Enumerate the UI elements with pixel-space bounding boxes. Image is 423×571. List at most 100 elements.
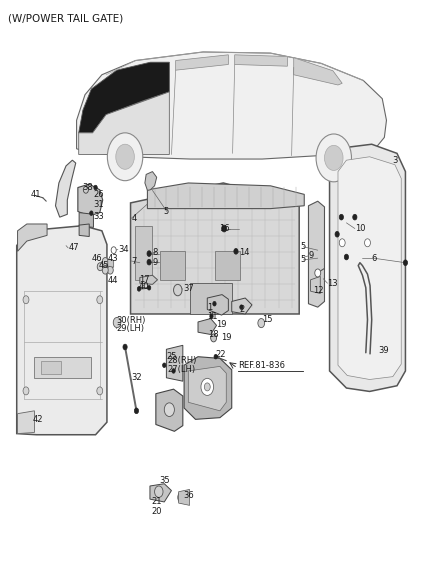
Text: 45: 45 — [99, 261, 109, 270]
Circle shape — [315, 269, 321, 277]
Text: 40: 40 — [139, 282, 149, 291]
Text: 20: 20 — [151, 506, 162, 516]
Polygon shape — [235, 55, 287, 66]
Polygon shape — [188, 367, 226, 411]
Polygon shape — [150, 484, 171, 502]
Text: 39: 39 — [378, 346, 389, 355]
Text: 14: 14 — [239, 248, 250, 257]
Text: 9: 9 — [308, 251, 314, 260]
Polygon shape — [176, 55, 228, 70]
Text: 44: 44 — [107, 276, 118, 285]
Circle shape — [222, 225, 227, 232]
Text: 42: 42 — [32, 416, 43, 424]
Text: 3: 3 — [393, 156, 398, 164]
Circle shape — [211, 334, 217, 342]
Circle shape — [162, 363, 166, 368]
Polygon shape — [160, 251, 185, 280]
Circle shape — [102, 266, 108, 274]
Circle shape — [164, 403, 174, 416]
Circle shape — [344, 254, 349, 260]
Polygon shape — [17, 226, 107, 435]
Polygon shape — [156, 389, 183, 431]
Text: 12: 12 — [313, 286, 323, 295]
Polygon shape — [79, 212, 93, 227]
Text: 19: 19 — [216, 320, 226, 329]
Text: 4: 4 — [132, 214, 137, 223]
Circle shape — [123, 344, 127, 350]
Circle shape — [335, 231, 339, 237]
Polygon shape — [198, 319, 217, 335]
Circle shape — [204, 383, 210, 391]
Polygon shape — [145, 171, 157, 190]
Text: 5: 5 — [163, 207, 168, 216]
Circle shape — [258, 319, 265, 328]
Text: 30(RH): 30(RH) — [116, 316, 146, 325]
Polygon shape — [338, 157, 401, 380]
Text: 17: 17 — [139, 275, 150, 284]
Polygon shape — [140, 275, 157, 284]
Text: 6: 6 — [372, 254, 377, 263]
Polygon shape — [184, 357, 232, 419]
Circle shape — [107, 133, 143, 180]
Circle shape — [94, 185, 97, 190]
Text: 13: 13 — [327, 279, 338, 288]
Polygon shape — [79, 92, 169, 155]
Circle shape — [234, 248, 238, 254]
Polygon shape — [18, 224, 47, 251]
Circle shape — [213, 301, 216, 306]
Polygon shape — [41, 361, 60, 374]
Polygon shape — [308, 201, 324, 307]
Text: 25: 25 — [166, 352, 177, 361]
Polygon shape — [55, 160, 76, 217]
Text: 46: 46 — [91, 254, 102, 263]
Circle shape — [90, 211, 93, 215]
Polygon shape — [207, 295, 228, 315]
Text: 7: 7 — [132, 256, 137, 266]
Polygon shape — [79, 62, 169, 133]
Circle shape — [365, 239, 371, 247]
Text: 9: 9 — [152, 258, 158, 267]
Polygon shape — [232, 298, 252, 314]
Text: 37: 37 — [183, 284, 194, 293]
Circle shape — [83, 186, 88, 193]
Text: 38: 38 — [82, 183, 93, 192]
Circle shape — [339, 239, 345, 247]
Polygon shape — [34, 357, 91, 379]
Circle shape — [353, 214, 357, 220]
Polygon shape — [78, 184, 103, 216]
Circle shape — [178, 492, 186, 503]
Text: REF.81-836: REF.81-836 — [238, 361, 285, 370]
Circle shape — [113, 317, 121, 328]
Circle shape — [147, 259, 151, 265]
Circle shape — [111, 247, 116, 254]
Text: 11: 11 — [207, 312, 218, 321]
Circle shape — [404, 260, 407, 266]
Polygon shape — [108, 259, 114, 267]
Circle shape — [147, 286, 151, 290]
Circle shape — [116, 144, 135, 169]
Text: 5: 5 — [300, 242, 305, 251]
Text: 8: 8 — [152, 248, 158, 257]
Text: 1: 1 — [207, 303, 212, 312]
Circle shape — [201, 379, 214, 396]
Text: 32: 32 — [132, 373, 142, 382]
Text: 26: 26 — [93, 190, 104, 199]
Text: (W/POWER TAIL GATE): (W/POWER TAIL GATE) — [8, 14, 124, 24]
Circle shape — [172, 369, 175, 373]
Polygon shape — [179, 489, 190, 505]
Polygon shape — [330, 144, 405, 392]
Circle shape — [324, 146, 343, 170]
Text: 18: 18 — [208, 330, 219, 339]
Circle shape — [97, 263, 103, 271]
Text: 27(LH): 27(LH) — [167, 365, 195, 375]
Text: 31: 31 — [93, 199, 104, 208]
Polygon shape — [79, 224, 89, 236]
Text: 21: 21 — [151, 497, 162, 506]
Circle shape — [147, 251, 151, 256]
Text: 22: 22 — [216, 351, 226, 360]
Text: 5: 5 — [300, 255, 305, 264]
Polygon shape — [190, 283, 232, 314]
Circle shape — [154, 486, 163, 497]
Text: 2: 2 — [239, 305, 244, 314]
Polygon shape — [166, 345, 183, 381]
